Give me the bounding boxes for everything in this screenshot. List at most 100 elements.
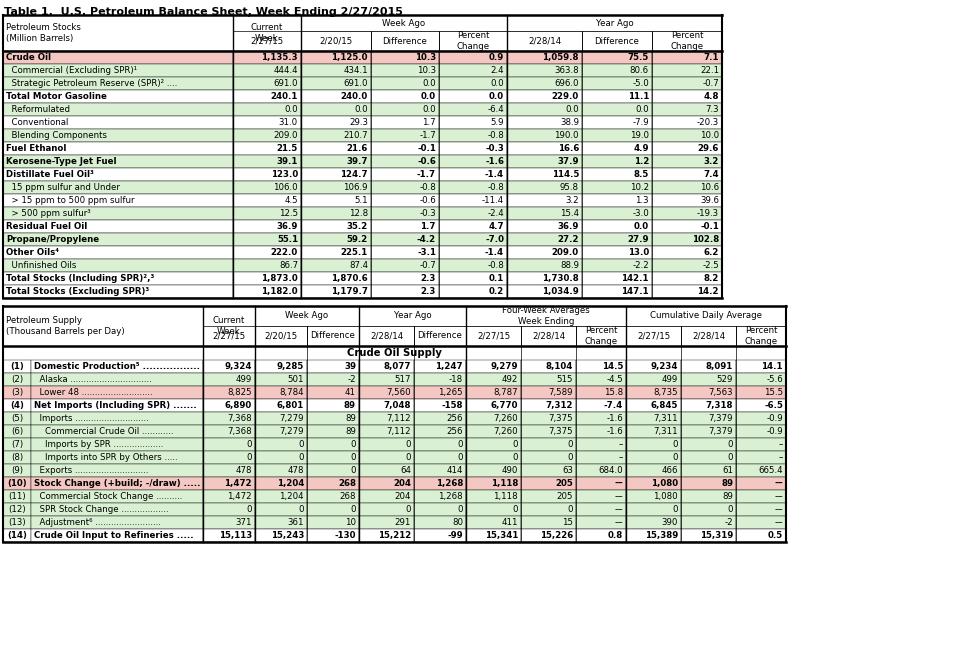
Bar: [3, 168, 233, 181]
Bar: [439, 194, 507, 207]
Bar: [652, 246, 722, 259]
Text: Reformulated: Reformulated: [6, 105, 70, 114]
Text: 0.0: 0.0: [422, 105, 436, 114]
Text: > 15 ppm to 500 ppm sulfur: > 15 ppm to 500 ppm sulfur: [6, 196, 135, 205]
Bar: [255, 386, 307, 399]
Text: 1,204: 1,204: [277, 479, 304, 488]
Text: -5.6: -5.6: [766, 375, 783, 384]
Bar: [652, 181, 722, 194]
Text: 444.4: 444.4: [274, 66, 298, 75]
Bar: [626, 503, 681, 516]
Bar: [31, 438, 203, 451]
Bar: [582, 168, 652, 181]
Text: -2.2: -2.2: [632, 261, 649, 270]
Bar: [301, 272, 371, 285]
Text: 1,059.8: 1,059.8: [543, 53, 579, 62]
Text: Other Oils⁴: Other Oils⁴: [6, 248, 59, 257]
Text: -2: -2: [348, 375, 356, 384]
Bar: [414, 399, 466, 412]
Bar: [3, 220, 233, 233]
Bar: [736, 425, 786, 438]
Text: -3.0: -3.0: [632, 209, 649, 218]
Bar: [521, 451, 576, 464]
Bar: [301, 51, 371, 64]
Bar: [359, 503, 414, 516]
Text: 7.1: 7.1: [704, 53, 719, 62]
Bar: [652, 155, 722, 168]
Text: 123.0: 123.0: [271, 170, 298, 179]
Bar: [255, 438, 307, 451]
Bar: [203, 503, 255, 516]
Bar: [31, 451, 203, 464]
Text: 0: 0: [513, 453, 518, 462]
Bar: [255, 451, 307, 464]
Text: -1.6: -1.6: [606, 427, 623, 436]
Bar: [414, 503, 466, 516]
Text: 1,179.7: 1,179.7: [331, 287, 368, 296]
Text: -0.1: -0.1: [418, 144, 436, 153]
Text: 106.0: 106.0: [274, 183, 298, 192]
Bar: [3, 272, 233, 285]
Bar: [576, 425, 626, 438]
Bar: [439, 90, 507, 103]
Bar: [582, 103, 652, 116]
Text: (8): (8): [11, 453, 23, 462]
Text: ––: ––: [774, 505, 783, 514]
Text: 3.2: 3.2: [704, 157, 719, 166]
Text: 1,080: 1,080: [651, 479, 678, 488]
Bar: [466, 503, 521, 516]
Bar: [307, 451, 359, 464]
Bar: [414, 464, 466, 477]
Text: 7,260: 7,260: [493, 414, 518, 423]
Text: 2.3: 2.3: [420, 274, 436, 283]
Text: -0.6: -0.6: [418, 157, 436, 166]
Bar: [414, 425, 466, 438]
Bar: [233, 220, 301, 233]
Bar: [652, 207, 722, 220]
Bar: [507, 51, 582, 64]
Bar: [359, 326, 414, 346]
Text: -130: -130: [334, 531, 356, 540]
Text: 7,312: 7,312: [546, 401, 573, 410]
Bar: [681, 529, 736, 542]
Bar: [255, 464, 307, 477]
Text: Stock Change (+build; -/draw) .....: Stock Change (+build; -/draw) .....: [34, 479, 200, 488]
Text: -0.1: -0.1: [700, 222, 719, 231]
Text: 15,212: 15,212: [378, 531, 411, 540]
Bar: [626, 438, 681, 451]
Bar: [371, 246, 439, 259]
Bar: [3, 181, 233, 194]
Text: 1,472: 1,472: [227, 492, 252, 501]
Text: Imports ............................: Imports ............................: [34, 414, 149, 423]
Text: -1.6: -1.6: [485, 157, 504, 166]
Bar: [233, 103, 301, 116]
Bar: [576, 373, 626, 386]
Text: 89: 89: [722, 492, 733, 501]
Bar: [681, 412, 736, 425]
Bar: [3, 516, 31, 529]
Bar: [507, 272, 582, 285]
Bar: [3, 425, 31, 438]
Text: -0.3: -0.3: [419, 209, 436, 218]
Text: 1,265: 1,265: [438, 388, 463, 397]
Text: 7,318: 7,318: [706, 401, 733, 410]
Text: Commercial (Excluding SPR)¹: Commercial (Excluding SPR)¹: [6, 66, 137, 75]
Bar: [203, 464, 255, 477]
Text: 9,234: 9,234: [651, 362, 678, 371]
Bar: [439, 103, 507, 116]
Text: 0: 0: [351, 505, 356, 514]
Text: 8,091: 8,091: [706, 362, 733, 371]
Bar: [466, 399, 521, 412]
Bar: [507, 64, 582, 77]
Bar: [371, 64, 439, 77]
Text: 229.0: 229.0: [552, 92, 579, 101]
Text: Percent
Change: Percent Change: [585, 326, 618, 346]
Bar: [652, 272, 722, 285]
Bar: [301, 259, 371, 272]
Bar: [233, 272, 301, 285]
Bar: [439, 31, 507, 51]
Bar: [681, 503, 736, 516]
Bar: [359, 306, 466, 326]
Text: -0.7: -0.7: [702, 79, 719, 88]
Bar: [736, 451, 786, 464]
